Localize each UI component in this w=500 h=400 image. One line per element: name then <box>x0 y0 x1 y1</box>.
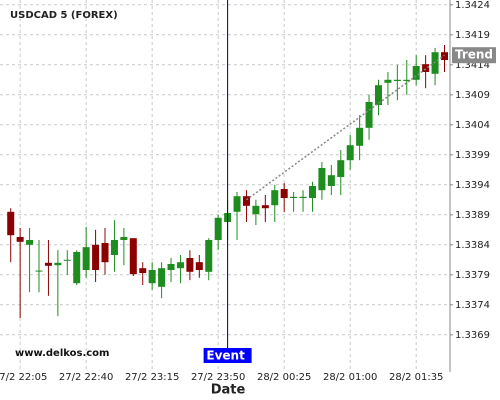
event-box <box>203 348 252 363</box>
watermark: www.delkos.com <box>15 348 109 359</box>
candle-body <box>35 270 43 272</box>
candle-body <box>110 240 118 255</box>
y-tick-label: 1.3379 <box>455 270 490 281</box>
candle-body <box>422 64 430 72</box>
candle-body <box>261 205 269 209</box>
candle-body <box>92 244 100 270</box>
y-tick-label: 1.3399 <box>455 150 490 161</box>
x-tick-label: 28/2 00:25 <box>257 372 311 383</box>
x-tick-label: 28/2 01:35 <box>389 372 443 383</box>
candle-body <box>280 189 288 198</box>
x-axis-title: Date <box>211 383 246 398</box>
candle-body <box>271 190 279 206</box>
candle-body <box>412 66 420 80</box>
y-tick-label: 1.3369 <box>455 330 490 341</box>
candle-body <box>214 217 222 240</box>
candle-body <box>365 102 373 128</box>
candle-body <box>101 243 109 263</box>
candle-body <box>186 258 194 272</box>
candle-body <box>356 127 364 146</box>
x-tick-label: 27/2 22:05 <box>0 372 47 383</box>
candle-body <box>167 264 175 270</box>
candle-body <box>195 262 203 270</box>
candle-body <box>63 259 71 261</box>
candle-body <box>337 160 345 177</box>
y-tick-label: 1.3409 <box>455 90 490 101</box>
candle-body <box>242 196 250 206</box>
candle-body <box>44 262 52 266</box>
x-tick-label: 27/2 23:50 <box>191 372 245 383</box>
y-tick-label: 1.3384 <box>455 240 490 251</box>
trend-line <box>246 54 445 201</box>
candle-body <box>129 238 137 275</box>
y-tick-label: 1.3404 <box>455 120 490 131</box>
candle-body <box>7 211 15 236</box>
candle-body <box>233 196 241 212</box>
chart-title: USDCAD 5 (FOREX) <box>10 10 118 21</box>
candle-body <box>26 240 34 245</box>
candle-body <box>384 79 392 83</box>
candle-body <box>139 268 147 273</box>
x-tick-label: 27/2 23:15 <box>125 372 179 383</box>
candle-body <box>158 268 166 287</box>
candle-body <box>327 175 335 186</box>
y-tick-label: 1.3374 <box>455 300 490 311</box>
candle-body <box>120 237 128 240</box>
candle-body <box>176 262 184 269</box>
candle-body <box>54 262 62 266</box>
y-tick-label: 1.3389 <box>455 210 490 221</box>
candle-body <box>290 196 298 198</box>
x-tick-label: 27/2 22:40 <box>59 372 113 383</box>
event-label: Event <box>206 349 245 363</box>
y-tick-label: 1.3414 <box>455 60 490 71</box>
plot-area <box>0 0 450 372</box>
candle-body <box>393 79 401 81</box>
y-tick-label: 1.3394 <box>455 180 490 191</box>
grid <box>0 0 450 372</box>
y-tick-label: 1.3424 <box>455 0 490 11</box>
candle-body <box>16 237 24 242</box>
y-tick-label: 1.3419 <box>455 30 490 41</box>
candle-body <box>346 145 354 161</box>
candle-body <box>318 168 326 191</box>
candle-body <box>403 79 411 81</box>
candle-body <box>252 205 260 215</box>
trend-box <box>452 47 496 64</box>
candle-body <box>73 252 81 284</box>
candle-body <box>374 85 382 105</box>
candle-body <box>82 247 90 270</box>
trend-label: Trend <box>455 48 493 62</box>
x-tick-label: 28/2 01:00 <box>323 372 377 383</box>
candle-body <box>308 186 316 198</box>
candle-body <box>299 196 307 198</box>
candle-body <box>205 240 213 272</box>
candle-body <box>148 270 156 284</box>
